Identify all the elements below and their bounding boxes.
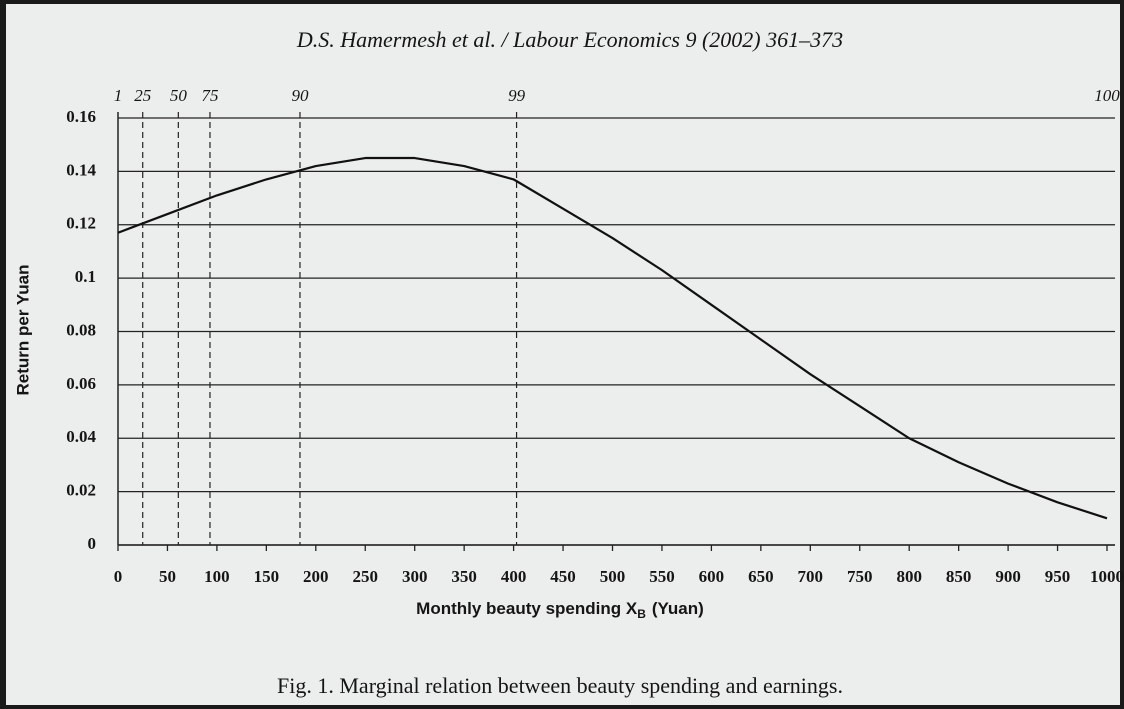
y-tick-label: 0.16 — [66, 107, 96, 126]
x-tick-label: 700 — [798, 567, 824, 586]
x-tick-label: 250 — [353, 567, 379, 586]
percentile-label: 99 — [508, 86, 526, 105]
percentile-label: 25 — [134, 86, 151, 105]
x-tick-label: 500 — [600, 567, 626, 586]
x-tick-label: 0 — [114, 567, 123, 586]
x-tick-label: 300 — [402, 567, 428, 586]
x-tick-label: 550 — [649, 567, 675, 586]
x-tick-label: 600 — [699, 567, 725, 586]
x-label-sub: B — [637, 607, 646, 621]
paper — [6, 4, 1120, 705]
x-tick-label: 100 — [204, 567, 230, 586]
x-tick-label: 200 — [303, 567, 329, 586]
line — [117, 156, 1108, 520]
header: D.S. Hamermesh et al. / Labour Economics… — [296, 27, 843, 52]
percentile-label: 90 — [291, 86, 309, 105]
x-axis-label: Monthly beauty spending XB (Yuan) — [416, 599, 704, 621]
x-tick-label: 1000 — [1090, 567, 1124, 586]
y-axis-label: Return per Yuan — [13, 265, 32, 396]
x-tick-label: 900 — [995, 567, 1021, 586]
x-tick-label: 650 — [748, 567, 774, 586]
x-tick-label: 400 — [501, 567, 527, 586]
x-tick-label: 150 — [254, 567, 280, 586]
x-tick-label: 450 — [550, 567, 576, 586]
x-label-unit: (Yuan) — [652, 599, 704, 618]
y-tick-label: 0.04 — [66, 427, 96, 446]
y-tick-label: 0.14 — [66, 160, 96, 179]
y-tick-label: 0.06 — [66, 374, 96, 393]
x-tick-label: 750 — [847, 567, 873, 586]
x-tick-label: 950 — [1045, 567, 1071, 586]
y-tick-label: 0.1 — [75, 267, 96, 286]
percentile-label: 1 — [114, 86, 123, 105]
x-tick-label: 50 — [159, 567, 176, 586]
x-tick-label: 350 — [451, 567, 477, 586]
x-tick-label: 850 — [946, 567, 972, 586]
y-tick-label: 0.02 — [66, 481, 96, 500]
x-tick-label: 800 — [896, 567, 922, 586]
percentile-label: 100 — [1094, 86, 1120, 105]
percentile-label: 75 — [201, 86, 218, 105]
x-label-text: Monthly beauty spending X — [416, 599, 638, 618]
y-tick-label: 0.12 — [66, 214, 96, 233]
y-tick-label: 0 — [88, 534, 97, 553]
y-tick-label: 0.08 — [66, 320, 96, 339]
caption: Fig. 1. Marginal relation between beauty… — [277, 673, 843, 698]
percentile-label: 50 — [170, 86, 188, 105]
